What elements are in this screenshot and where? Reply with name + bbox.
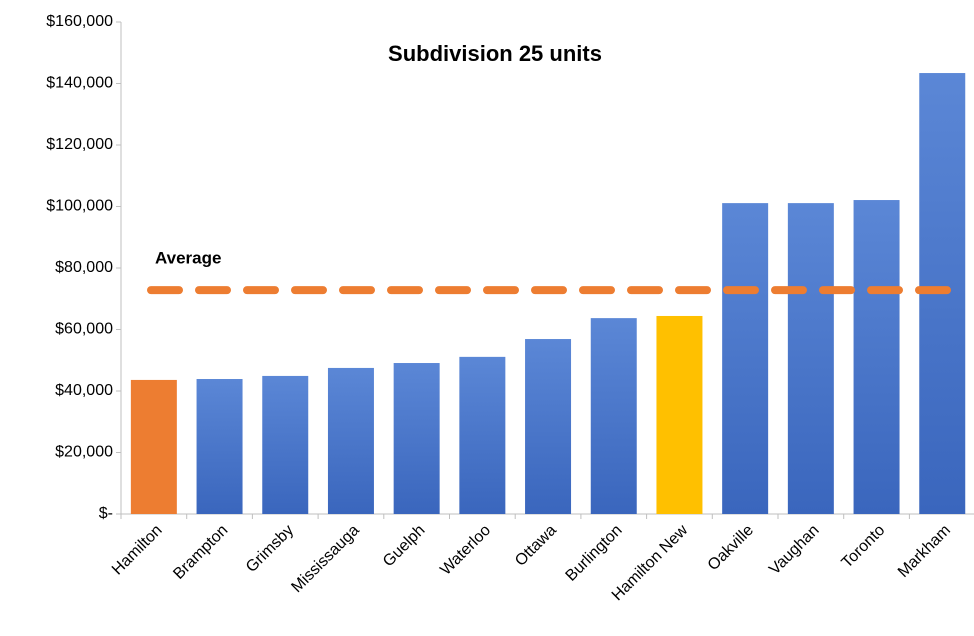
x-tick-label: Mississauga: [288, 522, 362, 596]
bar: [196, 379, 243, 514]
y-tick-label: $20,000: [55, 444, 113, 461]
y-tick-label: $100,000: [46, 198, 113, 215]
x-tick-label: Grimsby: [243, 522, 297, 576]
average-label: Average: [155, 249, 221, 268]
x-tick-label: Burlington: [563, 522, 626, 585]
y-tick-label: $-: [99, 505, 113, 522]
bar: [130, 379, 177, 514]
bar: [262, 375, 309, 514]
bar: [525, 339, 572, 514]
x-tick-label: Brampton: [170, 522, 231, 583]
y-tick-label: $40,000: [55, 382, 113, 399]
bar: [787, 203, 834, 514]
bar: [393, 363, 440, 514]
y-tick-label: $60,000: [55, 321, 113, 338]
x-tick-label: Hamilton: [109, 522, 166, 579]
bar: [722, 203, 769, 514]
x-tick-label: Ottawa: [512, 522, 560, 570]
bar: [459, 356, 506, 514]
y-tick-label: $120,000: [46, 136, 113, 153]
bar: [590, 318, 637, 514]
bar: [327, 367, 374, 514]
bar: [853, 200, 900, 515]
x-tick-label: Guelph: [380, 522, 429, 571]
y-tick-label: $140,000: [46, 75, 113, 92]
x-tick-label: Markham: [895, 522, 954, 581]
x-tick-label: Toronto: [839, 522, 889, 572]
y-tick-label: $160,000: [46, 13, 113, 30]
chart-title: Subdivision 25 units: [388, 41, 602, 66]
x-tick-label: Waterloo: [437, 522, 494, 579]
x-tick-label: Vaughan: [766, 522, 822, 578]
y-tick-label: $80,000: [55, 259, 113, 276]
x-tick-label: Oakville: [705, 522, 757, 574]
bar: [656, 315, 703, 514]
